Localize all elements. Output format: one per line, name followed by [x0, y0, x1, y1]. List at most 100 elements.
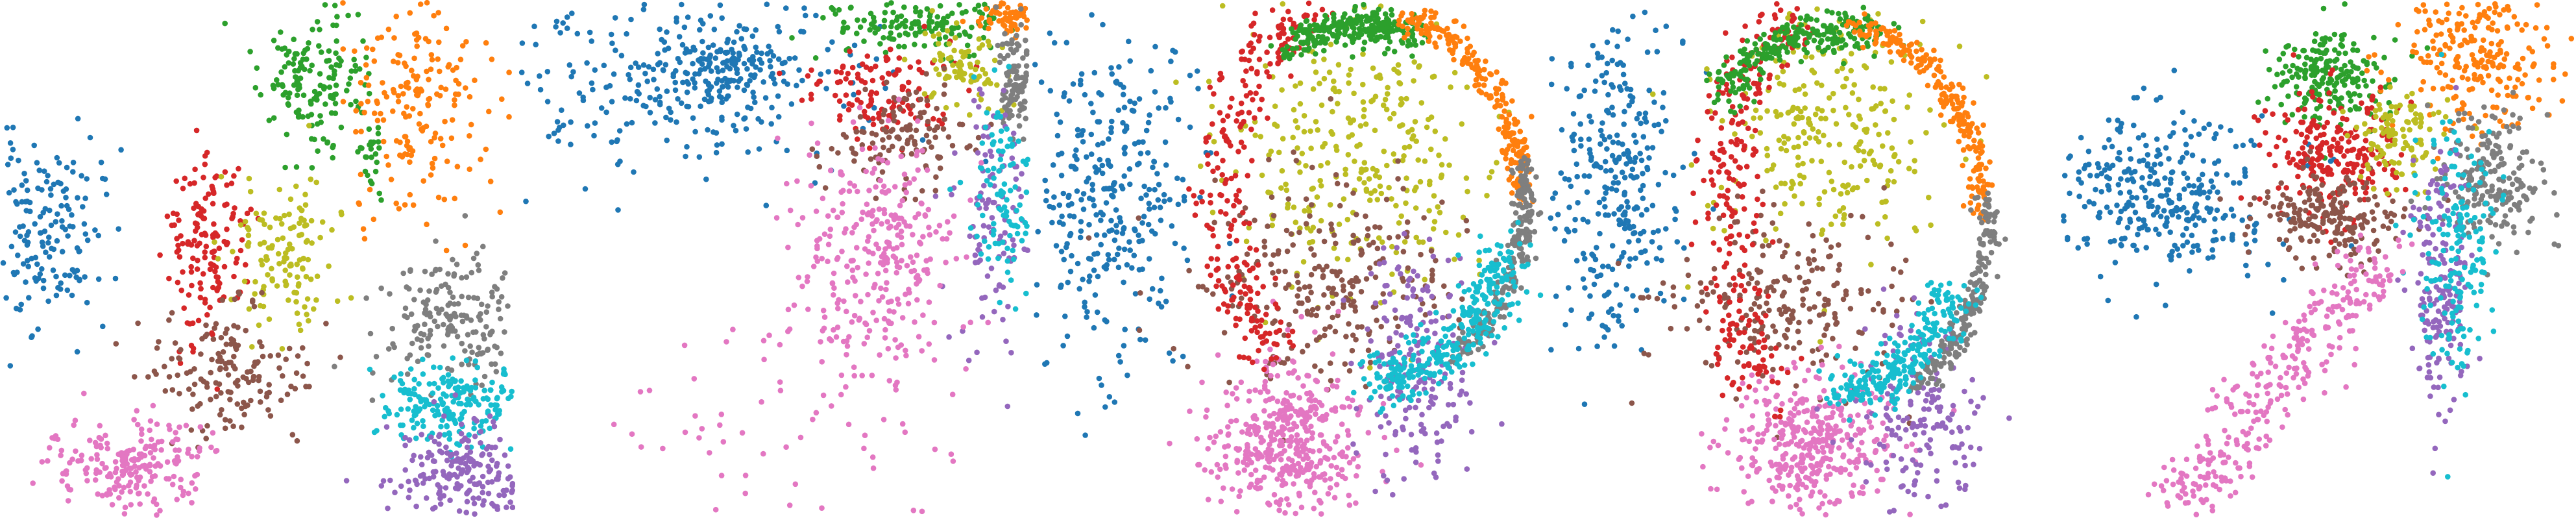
scatter-point: [1290, 134, 1296, 141]
scatter-point: [480, 332, 487, 338]
scatter-point: [1383, 413, 1389, 419]
scatter-point: [232, 205, 237, 211]
scatter-point: [484, 347, 491, 353]
scatter-point: [1247, 302, 1254, 309]
scatter-point: [1115, 264, 1122, 271]
scatter-point: [1230, 302, 1235, 309]
scatter-point: [518, 69, 525, 75]
scatter-point: [431, 318, 438, 325]
scatter-point: [1339, 467, 1345, 473]
scatter-point: [435, 10, 441, 16]
scatter-point: [81, 390, 87, 397]
scatter-point: [888, 30, 893, 36]
scatter-point: [1286, 321, 1292, 328]
scatter-point: [419, 338, 424, 343]
scatter-point: [363, 45, 370, 51]
scatter-point: [533, 42, 539, 47]
scatter-point: [1339, 473, 1346, 480]
scatter-point: [376, 145, 382, 151]
scatter-point: [785, 306, 792, 313]
scatter-point: [430, 474, 437, 480]
scatter-point: [136, 451, 143, 457]
scatter-point: [385, 346, 392, 352]
scatter-point: [430, 407, 436, 413]
scatter-point: [999, 0, 1004, 6]
scatter-point: [443, 281, 448, 288]
scatter-point: [1078, 132, 1085, 138]
scatter-point: [1113, 229, 1120, 235]
scatter-point: [1019, 238, 1025, 244]
scatter-point: [454, 164, 461, 169]
scatter-point: [293, 290, 300, 296]
scatter-point: [1282, 448, 1287, 454]
scatter-point: [437, 136, 444, 142]
scatter-point: [306, 40, 311, 46]
scatter-point: [1418, 462, 1424, 468]
scatter-point: [56, 160, 62, 166]
scatter-point: [823, 86, 829, 92]
scatter-point: [7, 140, 14, 146]
scatter-point: [1233, 385, 1239, 391]
scatter-point: [1221, 301, 1227, 307]
scatter-point: [1395, 234, 1401, 240]
scatter-point: [173, 430, 178, 436]
scatter-point: [1245, 449, 1251, 454]
scatter-point: [1309, 202, 1315, 208]
scatter-point: [502, 452, 508, 458]
scatter-point: [701, 56, 707, 62]
scatter-point: [1330, 300, 1336, 306]
scatter-point: [840, 188, 846, 193]
scatter-point: [1018, 216, 1025, 222]
scatter-point: [1270, 270, 1276, 276]
scatter-point: [1464, 188, 1470, 195]
scatter-point: [609, 139, 614, 145]
scatter-point: [886, 99, 892, 105]
scatter-point: [1254, 329, 1260, 336]
scatter-point: [348, 295, 354, 301]
scatter-point: [509, 388, 515, 395]
scatter-point: [1459, 121, 1465, 127]
scatter-point: [977, 193, 983, 200]
scatter-point: [1283, 181, 1289, 188]
scatter-point: [285, 246, 291, 253]
scatter-point: [821, 325, 827, 332]
scatter-point: [1393, 249, 1400, 256]
scatter-point: [202, 195, 209, 201]
scatter-point: [1398, 96, 1404, 102]
scatter-point: [1300, 383, 1306, 389]
scatter-point: [868, 66, 874, 72]
scatter-point: [841, 103, 847, 109]
scatter-point: [431, 458, 437, 464]
scatter-point: [1382, 283, 1388, 289]
scatter-point: [147, 418, 154, 424]
scatter-point: [234, 255, 240, 262]
scatter-point: [985, 256, 991, 262]
scatter-point: [716, 88, 723, 94]
scatter-point: [1255, 425, 1261, 431]
scatter-point: [1366, 176, 1372, 182]
scatter-point: [1078, 77, 1084, 84]
scatter-point: [849, 145, 855, 151]
scatter-point: [1453, 414, 1459, 420]
scatter-point: [1109, 71, 1115, 77]
scatter-point: [1156, 182, 1162, 188]
scatter-point: [198, 376, 204, 382]
scatter-point: [295, 353, 301, 359]
scatter-point: [881, 23, 887, 30]
scatter-point: [1288, 434, 1294, 440]
scatter-point: [300, 345, 306, 351]
scatter-point: [0, 260, 6, 266]
scatter-point: [403, 63, 409, 69]
scatter-point: [691, 376, 698, 382]
scatter-point: [1270, 362, 1276, 367]
scatter-point: [851, 92, 857, 98]
scatter-point: [1146, 186, 1152, 193]
scatter-point: [211, 248, 217, 254]
scatter-point: [984, 110, 990, 116]
scatter-point: [1180, 177, 1186, 183]
scatter-point: [235, 383, 241, 389]
scatter-point: [784, 147, 790, 154]
scatter-point: [984, 178, 990, 184]
scatter-point: [411, 425, 417, 431]
scatter-point: [1304, 478, 1310, 484]
